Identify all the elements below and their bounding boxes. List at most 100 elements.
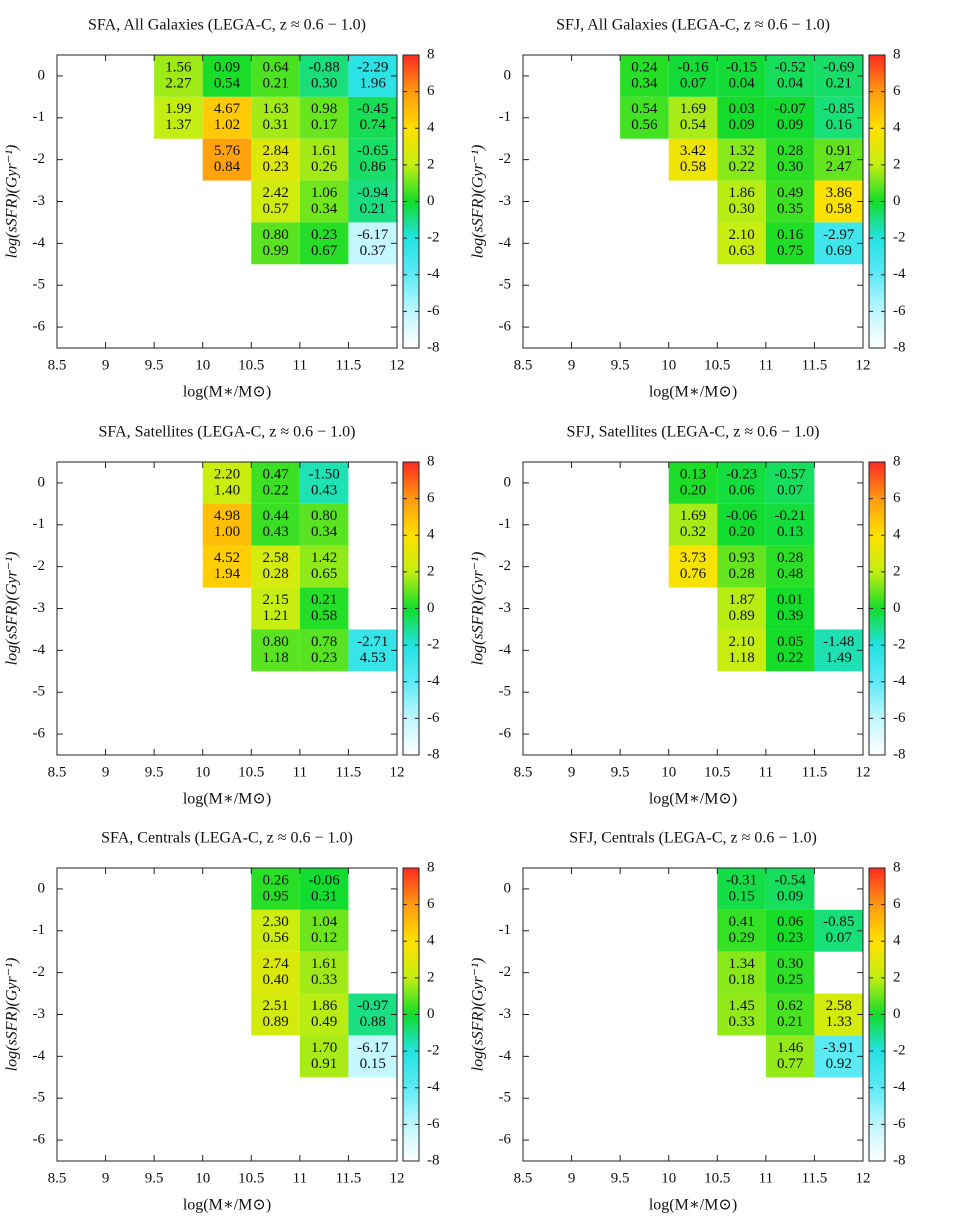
y-tick-label: -2 <box>499 151 512 167</box>
cell-error: 0.58 <box>311 608 337 624</box>
y-tick-label: -4 <box>499 642 512 658</box>
cell-error: 0.33 <box>311 972 337 988</box>
cell-value: -0.85 <box>823 914 854 930</box>
heatmap-cell <box>299 180 349 223</box>
cell-value: 1.46 <box>777 1040 804 1056</box>
heatmap-cell <box>299 222 349 265</box>
heatmap-cell <box>251 629 300 672</box>
cell-value: -0.69 <box>823 59 854 75</box>
heatmap-cell <box>765 1035 815 1078</box>
heatmap-cell <box>348 180 397 223</box>
heatmap-cell <box>765 951 815 994</box>
cell-error: 0.34 <box>311 201 338 217</box>
cell-value: -0.07 <box>775 101 807 117</box>
colorbar-tick-label: -4 <box>893 673 906 689</box>
cell-error: 0.76 <box>680 566 707 582</box>
cell-error: 0.99 <box>262 243 288 259</box>
cell-value: 1.42 <box>311 550 337 566</box>
heatmap-cell <box>717 951 766 994</box>
colorbar-tick-label: 4 <box>427 527 435 543</box>
cell-error: 0.34 <box>631 75 658 91</box>
heatmap-cell <box>668 545 718 588</box>
heatmap-cell <box>717 55 766 97</box>
colorbar-tick-label: 8 <box>893 859 901 875</box>
cell-value: 2.30 <box>262 914 288 930</box>
cell-value: 2.51 <box>262 998 288 1014</box>
cell-error: 1.37 <box>165 117 192 133</box>
x-tick-label: 9.5 <box>611 357 630 373</box>
x-tick-label: 11.5 <box>336 1170 362 1186</box>
y-tick-label: -3 <box>33 193 46 209</box>
heatmap-cell <box>765 138 815 181</box>
cell-error: 0.22 <box>728 159 754 175</box>
cell-error: 0.88 <box>360 1014 386 1030</box>
colorbar-tick-label: 6 <box>893 490 901 506</box>
cell-error: 0.32 <box>680 524 706 540</box>
cell-error: 1.18 <box>262 650 288 666</box>
colorbar-tick-label: -8 <box>427 1152 440 1168</box>
heatmap-cell <box>299 96 349 139</box>
cell-error: 0.58 <box>680 159 706 175</box>
cell-value: -0.16 <box>677 59 709 75</box>
cell-value: 3.73 <box>680 550 706 566</box>
cell-value: 2.58 <box>826 998 852 1014</box>
cell-error: 0.28 <box>262 566 288 582</box>
cell-value: -0.94 <box>357 185 389 201</box>
cell-value: -6.17 <box>357 1040 389 1056</box>
cell-error: 0.48 <box>777 566 803 582</box>
cell-error: 0.28 <box>728 566 754 582</box>
cell-value: 2.84 <box>262 143 289 159</box>
x-axis-label: log(M∗/M⊙) <box>183 791 271 808</box>
heatmap-cell <box>814 993 863 1036</box>
colorbar-tick-label: -6 <box>893 303 906 319</box>
cell-value: -0.52 <box>775 59 806 75</box>
x-tick-label: 9 <box>568 1170 576 1186</box>
cell-value: 0.44 <box>262 508 289 524</box>
heatmap-cell <box>251 587 300 630</box>
cell-error: 0.26 <box>311 159 338 175</box>
colorbar-tick-label: 0 <box>427 600 435 616</box>
cell-value: 0.78 <box>311 634 337 650</box>
cell-value: 0.16 <box>777 227 804 243</box>
colorbar-tick-label: -6 <box>427 303 440 319</box>
cell-value: -1.50 <box>309 466 340 482</box>
cell-value: 1.56 <box>165 59 192 75</box>
chart-title: SFA, Satellites (LEGA-C, z ≈ 0.6 − 1.0) <box>98 424 355 441</box>
heatmap-cell <box>717 180 766 223</box>
x-tick-label: 11.5 <box>336 764 362 780</box>
heatmap-cell <box>202 55 252 97</box>
y-axis-label: log(sSFR)(Gyr⁻¹) <box>470 958 487 1072</box>
cell-error: 0.21 <box>826 75 852 91</box>
cell-value: -2.29 <box>357 59 388 75</box>
colorbar-tick-label: 4 <box>893 120 901 136</box>
x-tick-label: 11 <box>759 764 773 780</box>
heatmap-cell <box>717 545 766 588</box>
heatmap-cell <box>765 55 815 97</box>
cell-value: 0.80 <box>311 508 337 524</box>
cell-value: -0.85 <box>823 101 854 117</box>
heatmap-cell <box>348 1035 397 1078</box>
colorbar-tick-label: 6 <box>427 896 435 912</box>
x-tick-label: 9 <box>568 764 576 780</box>
x-tick-label: 12 <box>390 764 405 780</box>
heatmap-cell <box>251 545 300 588</box>
cell-error: 0.21 <box>777 1014 803 1030</box>
colorbar-tick-label: -6 <box>427 1116 440 1132</box>
cell-value: 1.69 <box>680 101 706 117</box>
cell-value: -0.97 <box>357 998 389 1014</box>
y-tick-label: -1 <box>33 516 46 532</box>
y-tick-label: 0 <box>38 474 46 490</box>
cell-error: 0.86 <box>360 159 387 175</box>
heatmap-cell <box>814 1035 863 1078</box>
heatmap-cell <box>814 138 863 181</box>
x-tick-label: 11 <box>293 764 307 780</box>
cell-error: 0.39 <box>777 608 803 624</box>
cell-error: 0.22 <box>777 650 803 666</box>
colorbar-tick-label: 6 <box>427 490 435 506</box>
cell-value: -0.57 <box>775 466 807 482</box>
cell-error: 0.04 <box>728 75 755 91</box>
y-tick-label: 0 <box>38 880 46 896</box>
x-tick-label: 12 <box>856 1170 871 1186</box>
colorbar-tick-label: -8 <box>427 746 440 762</box>
heatmap-cell <box>299 993 349 1036</box>
